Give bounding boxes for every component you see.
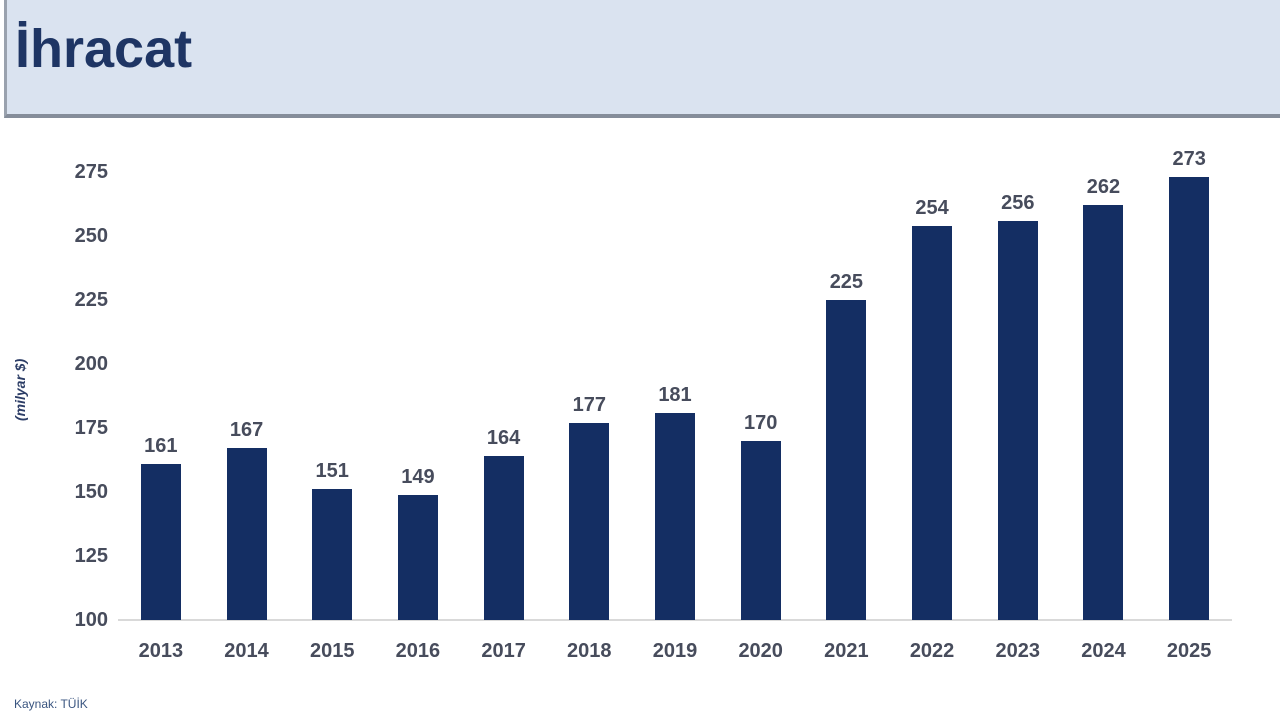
bar-value-label: 170	[744, 411, 778, 434]
x-tick-label: 2021	[824, 640, 869, 662]
bar-value-label: 225	[829, 271, 864, 293]
x-tick-label: 2016	[395, 640, 441, 662]
y-tick-label: 275	[74, 161, 108, 183]
bar	[140, 463, 181, 620]
bar-value-label: 161	[144, 434, 178, 457]
bar-value-label: 273	[1172, 148, 1206, 171]
y-tick-label: 200	[74, 353, 108, 375]
x-tick-label: 2024	[1081, 640, 1126, 662]
page-title: İhracat	[15, 19, 193, 79]
x-tick-label: 2019	[652, 640, 698, 662]
bar	[997, 220, 1038, 620]
y-tick-label: 225	[74, 289, 108, 311]
bar	[312, 489, 353, 620]
bar	[740, 440, 781, 620]
source-note: Kaynak: TÜİK	[14, 697, 88, 711]
x-axis-line	[118, 619, 1232, 621]
y-tick-label: 150	[74, 481, 108, 503]
bar	[1083, 205, 1124, 620]
y-tick-label: 125	[74, 545, 108, 567]
bar	[912, 225, 953, 620]
bar	[483, 456, 524, 620]
x-tick-label: 2017	[481, 640, 526, 662]
y-tick-label: 175	[74, 417, 108, 439]
bar-value-label: 149	[401, 465, 435, 488]
bar	[826, 300, 867, 620]
page-header: İhracat	[4, 0, 1280, 118]
x-tick-label: 2025	[1166, 640, 1212, 662]
bar-value-label: 151	[315, 460, 349, 483]
bar-value-label: 181	[658, 383, 692, 406]
bar-value-label: 256	[1001, 191, 1035, 214]
y-tick-label: 250	[74, 225, 108, 247]
x-tick-label: 2020	[738, 640, 783, 662]
y-axis-title: (milyar $)	[12, 358, 28, 422]
x-tick-label: 2014	[224, 640, 269, 662]
bar-value-label: 262	[1086, 176, 1121, 199]
bar-value-label: 177	[572, 393, 606, 416]
bar	[655, 412, 695, 620]
x-tick-label: 2015	[309, 640, 355, 662]
bar	[569, 422, 610, 620]
x-tick-label: 2013	[138, 640, 184, 662]
bar	[397, 494, 438, 620]
y-tick-label: 100	[74, 609, 108, 631]
x-tick-label: 2023	[995, 640, 1041, 662]
bar	[1169, 177, 1210, 620]
bar	[226, 448, 267, 620]
x-tick-label: 2018	[567, 640, 612, 662]
bar-value-label: 167	[229, 419, 264, 442]
x-tick-label: 2022	[909, 640, 955, 662]
bar-value-label: 164	[486, 427, 521, 450]
bar-value-label: 254	[915, 196, 949, 219]
